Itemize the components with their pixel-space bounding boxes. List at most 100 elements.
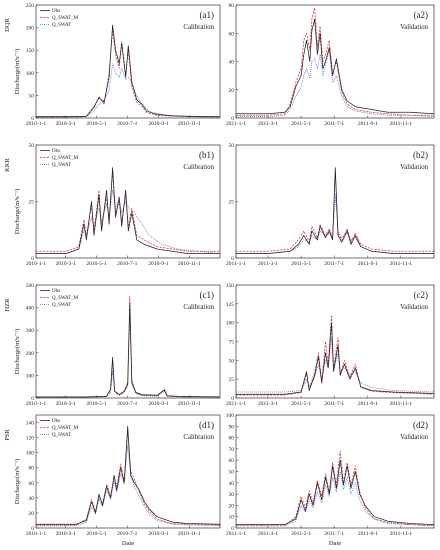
y-tick-label: 20: [29, 511, 35, 517]
x-tick-label: 2010-9-1: [148, 531, 168, 537]
x-tick-label: 2010-5-1: [86, 261, 106, 267]
panel-label: (c2): [414, 290, 429, 300]
series-line-obs: [36, 425, 221, 525]
y-axis-label: Discharge(m³s⁻¹): [14, 189, 21, 234]
y-tick-label: 150: [26, 48, 35, 54]
x-tick-label: 2011-9-1: [358, 401, 378, 407]
y-tick-label: 0: [231, 256, 234, 262]
x-tick-label: 2010-5-1: [86, 401, 106, 407]
y-tick-label: 40: [29, 496, 35, 502]
x-axis-label-left: Date: [122, 540, 134, 547]
x-tick-label: 2010-9-1: [148, 401, 168, 407]
y-tick-label: 200: [26, 351, 35, 357]
y-tick-label: 300: [26, 328, 35, 334]
series-line-swat_m: [36, 295, 221, 398]
y-tick-label: 0: [231, 526, 234, 532]
y-tick-label: 0: [31, 526, 34, 532]
chart-panel-7: 0 20 40 60 80 100 120 140 2010-1-1 2010-3-1 2010-5…: [4, 414, 221, 537]
series-line-swat: [236, 49, 435, 117]
x-tick-label: 2011-5-1: [291, 401, 311, 407]
x-tick-label: 2011-11-1: [390, 531, 413, 537]
series-line-swat: [36, 63, 221, 118]
x-tick-label: 2011-7-1: [324, 121, 344, 127]
series-line-swat: [36, 444, 221, 527]
y-tick-label: 100: [26, 451, 35, 457]
x-tick-label: 2011-5-1: [291, 261, 311, 267]
plot-frame: [235, 284, 435, 399]
plot-frame: [35, 4, 221, 119]
y-tick-label: 60: [229, 458, 235, 464]
x-tick-label: 2010-9-1: [148, 121, 168, 127]
x-tick-label: 2010-7-1: [117, 401, 137, 407]
panel-tag: Calibration: [183, 24, 214, 31]
y-tick-label: 0: [31, 256, 34, 262]
legend-label: Q_SWAT_M: [52, 426, 79, 431]
y-tick-label: 100: [26, 71, 35, 77]
y-tick-label: 0: [31, 396, 34, 402]
panel-tag: Calibration: [183, 304, 214, 311]
y-tick-label: 25: [229, 377, 235, 383]
legend-label: Q_SWAT_M: [52, 16, 79, 21]
series-line-swat_m: [236, 450, 435, 527]
y-tick-label: 200: [26, 26, 35, 32]
y-tick-label: 140: [26, 421, 35, 427]
station-label: KKR: [4, 157, 11, 171]
panel-tag: Validation: [400, 24, 429, 31]
y-tick-label: 250: [26, 3, 35, 9]
x-tick-label: 2011-3-1: [258, 531, 278, 537]
panel-tag: Validation: [400, 164, 429, 171]
legend-label: Obs: [52, 289, 60, 294]
series-line-swat_m: [36, 431, 221, 526]
chart-panel-3: 0 25 50 2010-1-1 2010-3-1 2010-5-1 2010-7-1 201…: [4, 143, 221, 267]
y-tick-label: 25: [29, 200, 35, 206]
panel-tag: Calibration: [183, 434, 214, 441]
y-tick-label: 20: [229, 88, 235, 94]
y-tick-label: 100: [226, 321, 235, 327]
x-tick-label: 2011-1-1: [226, 531, 246, 537]
panel-label: (a1): [200, 10, 215, 20]
chart-panel-2: 0 20 40 60 80 2011-1-1 2011-3-1 2011-5-1 2011-7-…: [226, 3, 435, 127]
series-line-obs: [236, 322, 435, 395]
x-axis-label-right: Date: [329, 540, 341, 547]
series-line-swat: [236, 337, 435, 393]
legend-label: Q_SWAT: [52, 163, 71, 168]
series-line-swat: [236, 471, 435, 527]
series-line-swat_m: [236, 314, 435, 396]
x-tick-label: 2011-11-1: [390, 121, 413, 127]
station-label: PSR: [4, 429, 11, 441]
y-tick-label: 70: [229, 447, 235, 453]
x-tick-label: 2011-9-1: [358, 121, 378, 127]
x-tick-label: 2010-5-1: [86, 121, 106, 127]
chart-panel-8: 0 10 20 30 40 50 60 70 80 90 100 2011-1-1 2011-3-1 20…: [226, 413, 435, 537]
y-tick-label: 80: [229, 3, 235, 9]
panel-label: (c1): [200, 290, 215, 300]
x-tick-label: 2011-5-1: [291, 121, 311, 127]
x-tick-label: 2010-1-1: [26, 121, 46, 127]
y-tick-label: 30: [229, 492, 235, 498]
series-line-swat_m: [36, 29, 221, 118]
legend-label: Q_SWAT_M: [52, 156, 79, 161]
x-tick-label: 2011-7-1: [324, 531, 344, 537]
plot-frame: [235, 4, 435, 119]
chart-legend: Obs Q_SWAT_M Q_SWAT: [40, 289, 79, 308]
series-line-obs: [36, 302, 221, 398]
x-tick-label: 2010-11-1: [178, 261, 201, 267]
series-line-obs: [236, 167, 434, 254]
x-tick-label: 2011-1-1: [226, 261, 246, 267]
plot-frame: [35, 144, 221, 259]
x-tick-label: 2010-1-1: [26, 401, 46, 407]
y-tick-label: 125: [226, 302, 235, 308]
y-tick-label: 100: [226, 413, 235, 419]
x-tick-label: 2010-3-1: [56, 531, 76, 537]
y-axis-label: Discharge(m³s⁻¹): [14, 459, 21, 504]
panel-tag: Validation: [400, 434, 429, 441]
panel-label: (d2): [413, 420, 428, 430]
series-line-swat_m: [236, 7, 434, 116]
station-label: HZR: [4, 298, 11, 312]
chart-panel-5: 0 100 200 300 400 500 2010-1-1 2010-3-1 2010-5-1…: [4, 283, 221, 407]
panel-label: (b2): [413, 150, 428, 160]
panel-label: (b1): [199, 150, 214, 160]
legend-label: Q_SWAT: [52, 23, 71, 28]
x-tick-label: 2010-7-1: [117, 121, 137, 127]
